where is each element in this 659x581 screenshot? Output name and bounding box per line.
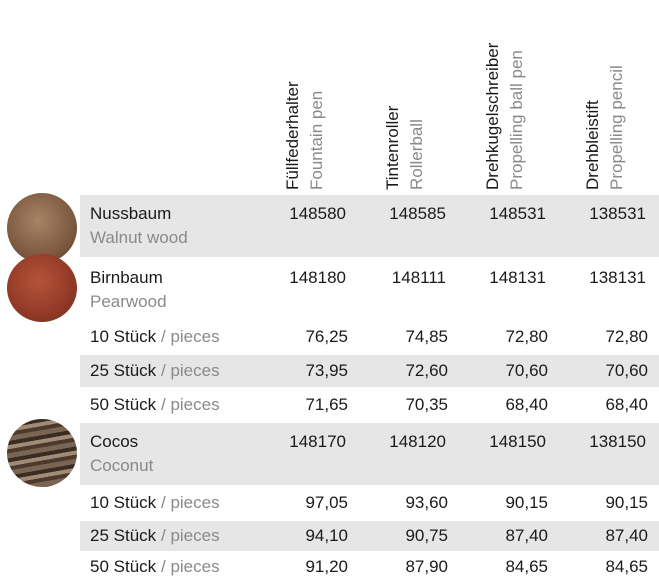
cell: 87,40 xyxy=(505,526,548,545)
column-title: Füllfederhalter xyxy=(283,81,302,190)
walnut-swatch xyxy=(7,193,77,263)
cell: 148170 xyxy=(289,432,346,451)
row-subname: Coconut xyxy=(90,456,154,475)
column-title: Tintenroller xyxy=(383,105,402,190)
cell: 148180 xyxy=(289,268,346,287)
column-subtitle: Fountain pen xyxy=(307,90,326,190)
cell: 68,40 xyxy=(505,395,548,414)
cell: 70,35 xyxy=(405,395,448,414)
cell: 148150 xyxy=(489,432,546,451)
cell: 68,40 xyxy=(605,395,648,414)
cell: 74,85 xyxy=(405,327,448,346)
cell: 70,60 xyxy=(505,361,548,380)
cell: 72,80 xyxy=(505,327,548,346)
row-background xyxy=(80,553,659,581)
row-background xyxy=(80,521,659,551)
cell: 138150 xyxy=(589,432,646,451)
cell: 148585 xyxy=(389,204,446,223)
cell: 90,15 xyxy=(605,493,648,512)
row-background xyxy=(80,487,659,519)
cell: 90,75 xyxy=(405,526,448,545)
row-name: Nussbaum xyxy=(90,204,172,223)
unit: / pieces xyxy=(161,361,220,380)
quantity: 25 Stück xyxy=(90,361,157,380)
column-subtitle: Rollerball xyxy=(407,119,426,190)
cell: 87,40 xyxy=(605,526,648,545)
cell: 76,25 xyxy=(305,327,348,346)
cell: 87,90 xyxy=(405,557,448,576)
row-background xyxy=(80,423,659,485)
cell: 84,65 xyxy=(505,557,548,576)
column-subtitle: Propelling ball pen xyxy=(507,50,526,190)
quantity: 50 Stück xyxy=(90,557,157,576)
column-subtitle: Propelling pencil xyxy=(607,65,626,190)
column-title: Drehbleistift xyxy=(583,100,602,190)
row-background xyxy=(80,355,659,387)
cell: 72,80 xyxy=(605,327,648,346)
unit: / pieces xyxy=(161,395,220,414)
cell: 94,10 xyxy=(305,526,348,545)
row-background xyxy=(80,195,659,257)
cell: 97,05 xyxy=(305,493,348,512)
cell: 93,60 xyxy=(405,493,448,512)
row-name: Birnbaum xyxy=(90,268,163,287)
coconut-swatch xyxy=(7,419,77,487)
cell: 84,65 xyxy=(605,557,648,576)
row-background xyxy=(80,389,659,421)
cell: 148531 xyxy=(489,204,546,223)
column-title: Drehkugelschreiber xyxy=(483,42,502,190)
cell: 71,65 xyxy=(305,395,348,414)
cell: 148120 xyxy=(389,432,446,451)
cell: 72,60 xyxy=(405,361,448,380)
row-subname: Pearwood xyxy=(90,292,167,311)
cell: 73,95 xyxy=(305,361,348,380)
quantity: 50 Stück xyxy=(90,395,157,414)
cell: 91,20 xyxy=(305,557,348,576)
row-background xyxy=(80,321,659,353)
cell: 148580 xyxy=(289,204,346,223)
cell: 138531 xyxy=(589,204,646,223)
cell: 70,60 xyxy=(605,361,648,380)
unit: / pieces xyxy=(161,327,220,346)
quantity: 10 Stück xyxy=(90,327,157,346)
unit: / pieces xyxy=(161,526,220,545)
cell: 148111 xyxy=(391,268,446,287)
cell: 90,15 xyxy=(505,493,548,512)
row-subname: Walnut wood xyxy=(90,228,188,247)
row-name: Cocos xyxy=(90,432,139,451)
cell: 138131 xyxy=(589,268,646,287)
unit: / pieces xyxy=(161,557,220,576)
quantity: 10 Stück xyxy=(90,493,157,512)
row-background xyxy=(80,259,659,319)
pearwood-swatch xyxy=(7,254,77,322)
quantity: 25 Stück xyxy=(90,526,157,545)
cell: 148131 xyxy=(489,268,546,287)
unit: / pieces xyxy=(161,493,220,512)
